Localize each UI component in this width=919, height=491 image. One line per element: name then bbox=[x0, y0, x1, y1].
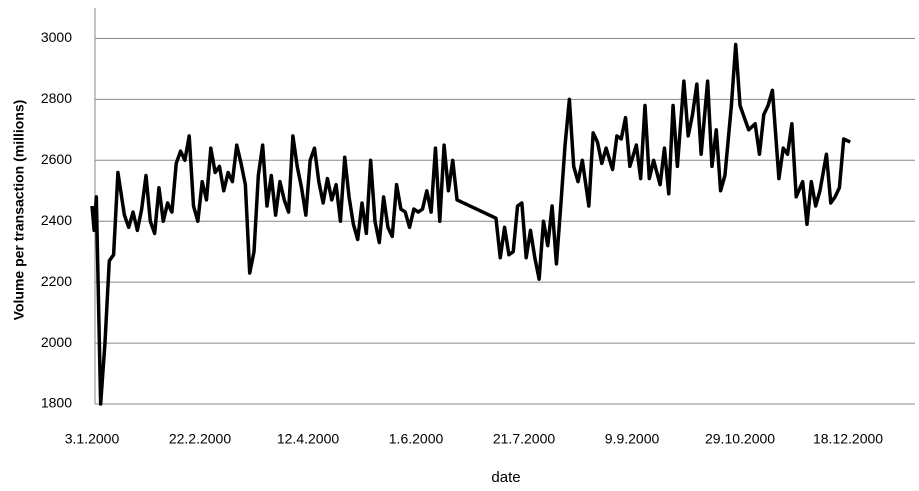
y-tick-label: 2600 bbox=[41, 151, 72, 167]
x-tick-label: 9.9.2000 bbox=[605, 431, 660, 447]
x-tick-label: 12.4.2000 bbox=[277, 431, 339, 447]
y-axis-label: Volume per transaction (millions) bbox=[11, 100, 27, 321]
y-tick-label: 2000 bbox=[41, 334, 72, 350]
y-tick-label: 2400 bbox=[41, 212, 72, 228]
y-tick-label: 2800 bbox=[41, 90, 72, 106]
x-tick-label: 3.1.2000 bbox=[65, 431, 120, 447]
data-line bbox=[90, 42, 851, 406]
x-tick-label: 22.2.2000 bbox=[169, 431, 231, 447]
x-tick-label: 1.6.2000 bbox=[389, 431, 444, 447]
x-tick-label: 29.10.2000 bbox=[705, 431, 775, 447]
y-tick-label: 1800 bbox=[41, 395, 72, 411]
x-tick-label: 18.12.2000 bbox=[813, 431, 883, 447]
x-axis-label: date bbox=[491, 469, 520, 486]
x-tick-label: 21.7.2000 bbox=[493, 431, 555, 447]
y-tick-label: 2200 bbox=[41, 273, 72, 289]
y-tick-label: 3000 bbox=[41, 29, 72, 45]
